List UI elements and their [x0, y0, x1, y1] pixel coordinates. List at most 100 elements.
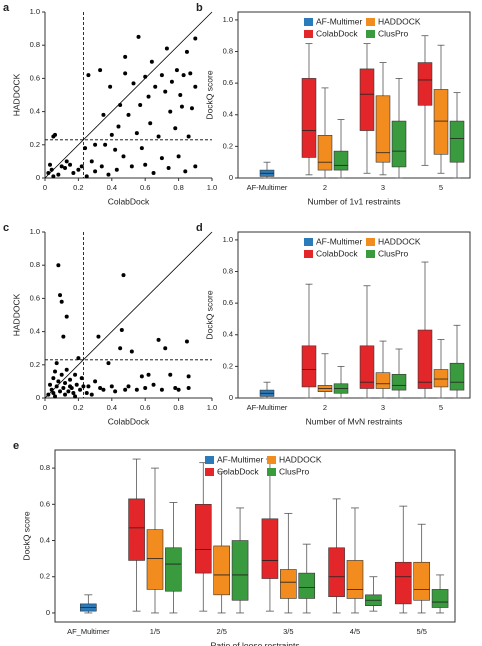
box: [165, 547, 182, 592]
point: [149, 59, 154, 64]
frame: [54, 449, 456, 623]
point: [143, 74, 148, 79]
point: [119, 327, 124, 332]
point: [59, 164, 64, 169]
x-axis-title: Ratio of loose restraints: [210, 640, 299, 646]
point: [131, 81, 136, 86]
legend-label: ColabDock: [316, 28, 358, 38]
y-tick-label: 1.0: [223, 235, 233, 244]
point: [159, 156, 164, 161]
legend-swatch: [304, 250, 313, 258]
point: [143, 386, 148, 391]
x-tick-label: 0.4: [107, 403, 117, 412]
point: [54, 384, 59, 389]
point: [114, 167, 119, 172]
point: [186, 386, 191, 391]
point: [49, 387, 54, 392]
point: [186, 374, 191, 379]
point: [121, 154, 126, 159]
point: [89, 392, 94, 397]
y-tick-label: 0.4: [30, 327, 40, 336]
point: [53, 369, 58, 374]
point: [61, 386, 66, 391]
panel-label: c: [3, 222, 9, 234]
point: [64, 314, 69, 319]
point: [163, 89, 168, 94]
box: [328, 547, 345, 597]
legend-label: ColabDock: [217, 466, 259, 476]
point: [103, 142, 108, 147]
box: [359, 345, 375, 389]
point: [69, 386, 74, 391]
point: [63, 166, 68, 171]
point: [46, 392, 51, 397]
point: [118, 346, 123, 351]
point: [71, 171, 76, 176]
point: [173, 126, 178, 131]
point: [66, 389, 71, 394]
point: [113, 389, 118, 394]
diagonal: [44, 231, 213, 399]
box: [359, 68, 375, 131]
box: [146, 529, 164, 590]
x-tick-label: 0.4: [107, 183, 117, 192]
frame: [237, 11, 471, 179]
legend-swatch: [267, 456, 276, 464]
point: [113, 147, 118, 152]
point: [134, 131, 139, 136]
point: [188, 71, 193, 76]
point: [101, 112, 106, 117]
box: [213, 545, 230, 596]
box: [301, 345, 317, 388]
point: [59, 299, 64, 304]
point: [68, 162, 73, 167]
box: [375, 372, 391, 389]
x-tick-label: AF_Multimer: [67, 627, 110, 636]
point: [86, 384, 91, 389]
point: [51, 391, 56, 396]
point: [179, 104, 184, 109]
x-tick-label: 3/5: [283, 627, 293, 636]
legend-swatch: [366, 238, 375, 246]
point: [99, 164, 104, 169]
point: [78, 387, 83, 392]
box: [449, 120, 465, 163]
y-tick-label: 1.0: [223, 15, 233, 24]
legend-swatch: [366, 30, 375, 38]
point: [186, 134, 191, 139]
legend-label: ClusPro: [378, 248, 409, 258]
legend-label: HADDOCK: [378, 236, 421, 246]
point: [59, 372, 64, 377]
point: [109, 384, 114, 389]
point: [121, 273, 126, 278]
box: [417, 62, 433, 106]
x-tick-label: 4/5: [350, 627, 360, 636]
y-tick-label: 0.4: [40, 536, 50, 545]
y-axis-title: DockQ score: [204, 70, 214, 119]
x-tick-label: 3: [381, 183, 385, 192]
y-tick-label: 0.2: [30, 140, 40, 149]
box: [280, 569, 297, 599]
point: [53, 132, 58, 137]
y-tick-label: 1.0: [30, 227, 40, 236]
point: [93, 379, 98, 384]
point: [123, 71, 128, 76]
y-axis-title: HADDOCK: [11, 73, 21, 116]
point: [49, 167, 54, 172]
point: [193, 84, 198, 89]
point: [53, 394, 58, 399]
y-tick-label: 0.4: [223, 330, 233, 339]
x-tick-label: 0.2: [73, 183, 83, 192]
box: [231, 540, 249, 601]
legend-label: HADDOCK: [378, 16, 421, 26]
point: [89, 159, 94, 164]
point: [61, 334, 66, 339]
point: [93, 142, 98, 147]
point: [159, 73, 164, 78]
legend-swatch: [304, 18, 313, 26]
x-tick-label: 1.0: [207, 183, 217, 192]
box: [194, 504, 212, 574]
point: [193, 164, 198, 169]
box: [333, 150, 349, 171]
